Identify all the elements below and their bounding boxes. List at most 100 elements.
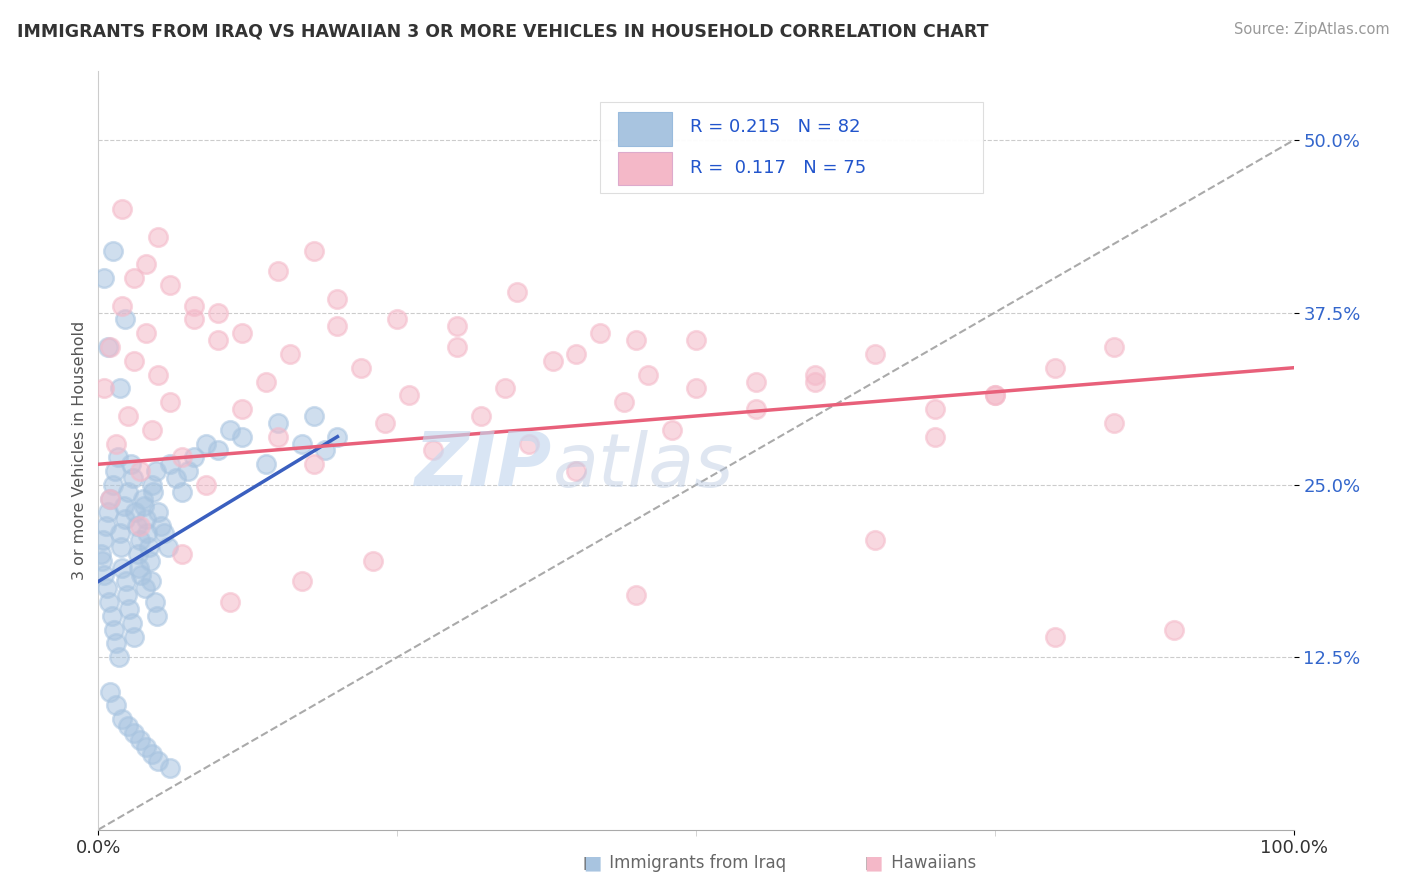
Point bbox=[93, 271, 115, 285]
Point bbox=[91, 554, 114, 568]
Point bbox=[159, 457, 181, 471]
Point bbox=[565, 347, 588, 361]
Point bbox=[183, 299, 205, 313]
Point bbox=[148, 754, 170, 768]
Point bbox=[1104, 416, 1126, 430]
Text: Source: ZipAtlas.com: Source: ZipAtlas.com bbox=[1233, 22, 1389, 37]
Point bbox=[114, 312, 136, 326]
Point bbox=[172, 484, 194, 499]
Point bbox=[267, 264, 290, 278]
Point bbox=[107, 450, 129, 465]
Point bbox=[565, 464, 588, 478]
Point bbox=[685, 381, 707, 395]
Text: ■  Hawaiians: ■ Hawaiians bbox=[865, 855, 976, 872]
Point bbox=[124, 726, 146, 740]
Point bbox=[145, 464, 167, 478]
Point bbox=[231, 430, 253, 444]
Y-axis label: 3 or more Vehicles in Household: 3 or more Vehicles in Household bbox=[72, 321, 87, 580]
Point bbox=[141, 423, 163, 437]
Point bbox=[231, 326, 253, 341]
Point bbox=[1043, 360, 1066, 375]
Point bbox=[117, 409, 139, 423]
Point bbox=[637, 368, 659, 382]
Point bbox=[924, 402, 946, 417]
Point bbox=[135, 257, 157, 271]
Point bbox=[101, 478, 124, 492]
Point bbox=[129, 464, 152, 478]
Point bbox=[1043, 630, 1066, 644]
Point bbox=[470, 409, 492, 423]
Point bbox=[98, 340, 122, 354]
Point bbox=[98, 491, 122, 506]
Point bbox=[149, 519, 172, 533]
Text: ■: ■ bbox=[583, 854, 602, 872]
Point bbox=[115, 588, 138, 602]
Point bbox=[117, 484, 139, 499]
Point bbox=[98, 595, 121, 609]
Point bbox=[865, 533, 887, 547]
Point bbox=[745, 402, 768, 417]
Point bbox=[363, 554, 385, 568]
Point bbox=[131, 491, 153, 506]
Point bbox=[142, 484, 165, 499]
Point bbox=[153, 526, 176, 541]
Point bbox=[231, 402, 253, 417]
Point bbox=[159, 760, 181, 774]
Point bbox=[685, 333, 707, 347]
Point bbox=[159, 278, 181, 293]
Point bbox=[105, 436, 128, 450]
Point bbox=[97, 340, 120, 354]
Point bbox=[114, 512, 136, 526]
FancyBboxPatch shape bbox=[600, 102, 983, 193]
Point bbox=[131, 567, 153, 582]
Point bbox=[100, 608, 122, 623]
Point bbox=[111, 560, 134, 574]
Point bbox=[120, 457, 142, 471]
Point bbox=[103, 623, 125, 637]
Point bbox=[302, 244, 325, 258]
Point bbox=[91, 533, 114, 547]
Text: atlas: atlas bbox=[553, 430, 734, 501]
Point bbox=[626, 588, 648, 602]
Point bbox=[422, 443, 444, 458]
Point bbox=[110, 540, 132, 554]
Point bbox=[302, 409, 325, 423]
FancyBboxPatch shape bbox=[619, 152, 672, 186]
Point bbox=[97, 506, 120, 520]
Point bbox=[115, 574, 138, 589]
Point bbox=[135, 512, 157, 526]
Point bbox=[93, 567, 115, 582]
Point bbox=[90, 547, 112, 561]
Point bbox=[148, 368, 170, 382]
Point bbox=[111, 299, 134, 313]
Point bbox=[148, 506, 170, 520]
Point bbox=[129, 519, 152, 533]
Point bbox=[613, 395, 636, 409]
Point bbox=[626, 333, 648, 347]
Point bbox=[1104, 340, 1126, 354]
Point bbox=[94, 519, 117, 533]
Point bbox=[98, 684, 122, 698]
Point bbox=[138, 540, 160, 554]
Point bbox=[172, 450, 194, 465]
Point bbox=[207, 305, 229, 319]
Point bbox=[112, 499, 135, 513]
Text: IMMIGRANTS FROM IRAQ VS HAWAIIAN 3 OR MORE VEHICLES IN HOUSEHOLD CORRELATION CHA: IMMIGRANTS FROM IRAQ VS HAWAIIAN 3 OR MO… bbox=[17, 22, 988, 40]
Point bbox=[159, 395, 181, 409]
Text: ■  Immigrants from Iraq: ■ Immigrants from Iraq bbox=[583, 855, 786, 872]
Point bbox=[207, 333, 229, 347]
Point bbox=[207, 443, 229, 458]
Text: ZIP: ZIP bbox=[415, 429, 553, 502]
Point bbox=[124, 354, 146, 368]
Point bbox=[111, 202, 134, 217]
Point bbox=[254, 457, 277, 471]
Point bbox=[267, 416, 290, 430]
Point bbox=[1163, 623, 1185, 637]
Point bbox=[121, 615, 143, 630]
Point bbox=[865, 347, 887, 361]
Point bbox=[134, 582, 156, 596]
Point bbox=[589, 326, 612, 341]
Point bbox=[136, 526, 159, 541]
FancyBboxPatch shape bbox=[619, 112, 672, 145]
Point bbox=[129, 733, 152, 747]
